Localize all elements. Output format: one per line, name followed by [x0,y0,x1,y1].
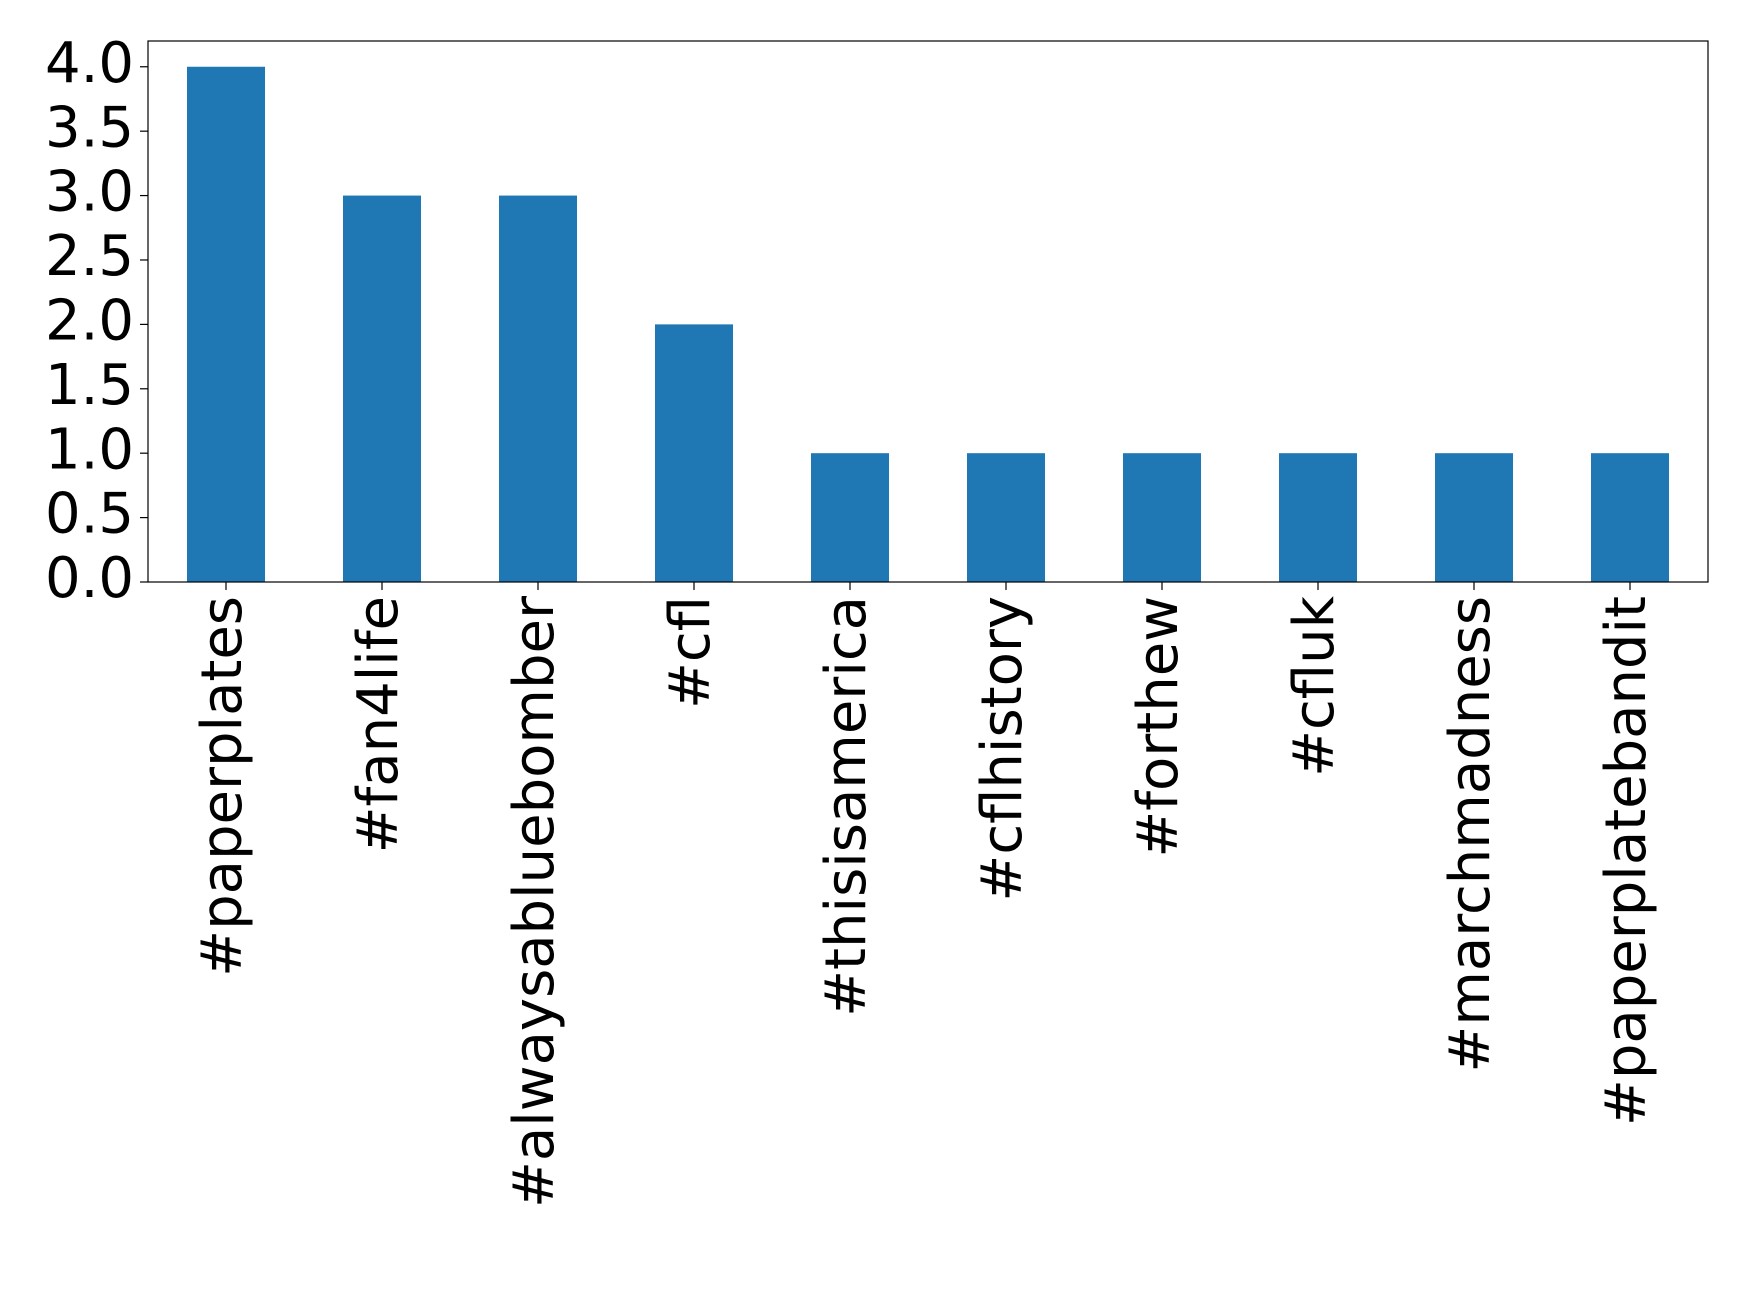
y-tick-label: 1.5 [45,353,134,418]
x-tick-label: #fan4life [346,596,411,853]
x-tick-label: #forthew [1126,596,1191,858]
y-tick-label: 2.0 [45,289,134,354]
bar [1123,453,1201,582]
bar [499,195,577,583]
bar [187,66,265,582]
bar [1279,453,1357,582]
x-tick-label: #paperplatebandit [1594,596,1659,1126]
x-tick-label: #cflhistory [970,596,1035,902]
bar [343,195,421,583]
bar [1435,453,1513,582]
x-tick-label: #thisisamerica [814,596,879,1017]
plot-frame [147,40,1709,583]
y-tick-label: 3.5 [45,95,134,160]
x-tick-label: #marchmadness [1438,596,1503,1073]
bar [1591,453,1669,582]
y-tick-label: 2.5 [45,224,134,289]
y-tick-label: 1.0 [45,417,134,482]
y-tick-label: 4.0 [45,31,134,96]
bar [655,324,733,582]
x-tick-label: #paperplates [190,596,255,977]
bar [967,453,1045,582]
x-tick-label: #cfl [658,596,723,709]
y-tick-label: 3.0 [45,160,134,225]
x-tick-label: #alwaysabluebomber [502,595,567,1208]
y-tick-label: 0.5 [45,482,134,547]
bar [811,453,889,582]
x-tick-label: #cfluk [1282,595,1347,776]
y-tick-label: 0.0 [45,546,134,611]
